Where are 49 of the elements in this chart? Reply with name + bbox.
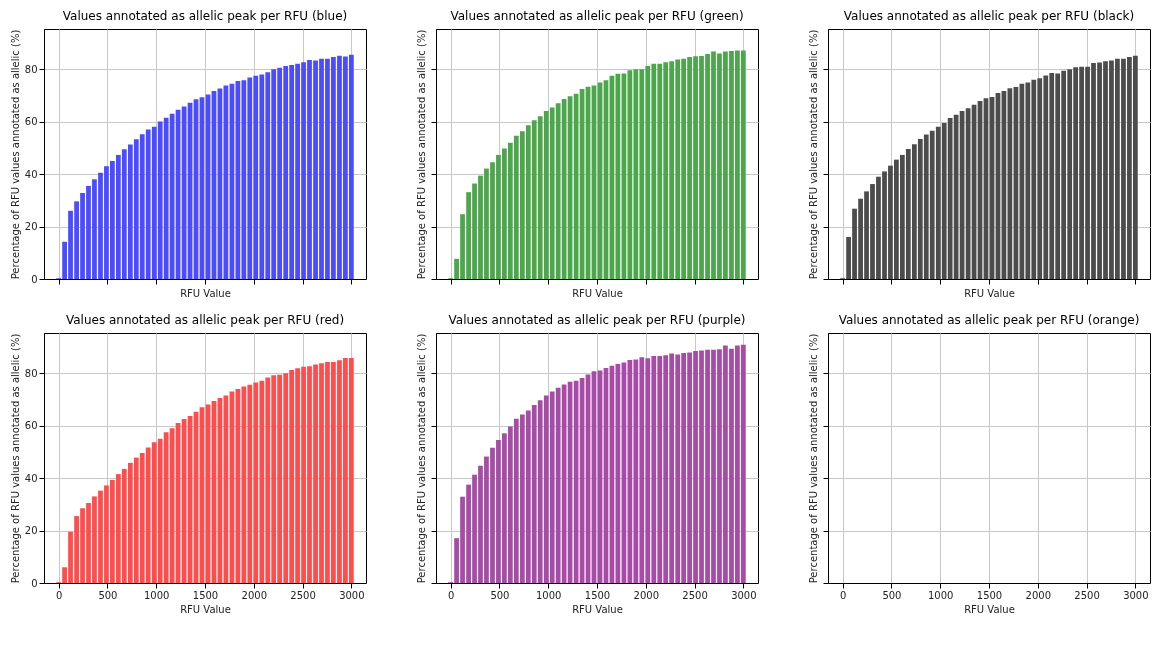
y-tick-label: 40 xyxy=(24,472,38,484)
y-tick-label: 80 xyxy=(24,63,38,75)
x-tick-label: 0 xyxy=(447,589,455,601)
x-axis-title: RFU Value xyxy=(180,603,231,615)
x-tick-label: 1500 xyxy=(192,589,219,601)
x-tick-label: 500 xyxy=(98,589,118,601)
y-axis-title: Percentage of RFU values annotated as allelic (%) xyxy=(9,29,21,280)
y-tick-label: 20 xyxy=(24,221,38,233)
chart-title: Values annotated as allelic peak per RFU (blue) xyxy=(62,9,348,23)
chart-title: Values annotated as allelic peak per RFU (red) xyxy=(65,313,345,327)
x-tick-label: 2500 xyxy=(682,589,708,601)
x-tick-label: 2000 xyxy=(633,589,660,601)
y-axis-title: Percentage of RFU values annotated as allelic (%) xyxy=(808,29,819,280)
x-tick-label: 1000 xyxy=(927,589,954,601)
x-axis-title: RFU Value xyxy=(964,288,1015,299)
chart-title: Values annotated as allelic peak per RFU (green) xyxy=(450,9,744,23)
x-tick-label: 2000 xyxy=(1025,589,1052,601)
chart-title: Values annotated as allelic peak per RFU (orange) xyxy=(838,313,1140,327)
y-tick-label: 60 xyxy=(24,420,38,432)
chart-title: Values annotated as allelic peak per RFU (black) xyxy=(843,9,1135,23)
y-tick-label: 40 xyxy=(24,168,38,180)
y-tick-label: 60 xyxy=(24,116,38,128)
x-axis-title: RFU Value xyxy=(572,288,623,299)
x-tick-label: 3000 xyxy=(1123,589,1149,601)
x-tick-label: 1000 xyxy=(535,589,562,601)
x-tick-label: 1000 xyxy=(143,589,170,601)
y-tick-label: 0 xyxy=(31,273,38,285)
x-axis-title: RFU Value xyxy=(964,603,1015,615)
x-axis-title: RFU Value xyxy=(180,288,231,299)
x-axis-title: RFU Value xyxy=(572,603,623,615)
x-tick-label: 3000 xyxy=(339,589,365,601)
x-tick-label: 2500 xyxy=(1074,589,1100,601)
x-tick-label: 500 xyxy=(882,589,902,601)
x-tick-label: 2500 xyxy=(290,589,316,601)
y-tick-label: 80 xyxy=(24,367,38,379)
y-axis-title: Percentage of RFU values annotated as allelic (%) xyxy=(416,333,427,584)
x-tick-label: 1500 xyxy=(976,589,1003,601)
y-tick-label: 0 xyxy=(31,577,38,589)
x-tick-label: 2000 xyxy=(241,589,268,601)
y-axis-title: Percentage of RFU values annotated as allelic (%) xyxy=(416,29,427,280)
x-tick-label: 500 xyxy=(490,589,510,601)
x-tick-label: 3000 xyxy=(731,589,757,601)
x-tick-label: 0 xyxy=(839,589,847,601)
y-axis-title: Percentage of RFU values annotated as allelic (%) xyxy=(9,333,21,584)
y-tick-label: 20 xyxy=(24,525,38,537)
x-tick-label: 0 xyxy=(55,589,63,601)
chart-title: Values annotated as allelic peak per RFU (purple) xyxy=(448,313,746,327)
x-tick-label: 1500 xyxy=(584,589,611,601)
y-axis-title: Percentage of RFU values annotated as allelic (%) xyxy=(808,333,819,584)
